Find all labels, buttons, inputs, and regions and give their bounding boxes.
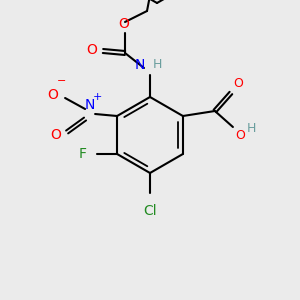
Text: O: O: [233, 77, 243, 90]
Text: +: +: [92, 92, 102, 102]
Text: Cl: Cl: [143, 204, 157, 218]
Text: O: O: [48, 88, 58, 102]
Text: N: N: [135, 58, 145, 72]
Text: O: O: [51, 128, 62, 142]
Text: O: O: [235, 129, 245, 142]
Text: O: O: [87, 43, 98, 57]
Text: N: N: [85, 98, 95, 112]
Text: −: −: [56, 76, 66, 86]
Text: O: O: [118, 17, 129, 31]
Text: F: F: [79, 147, 87, 161]
Text: H: H: [153, 58, 162, 71]
Text: H: H: [247, 122, 256, 134]
